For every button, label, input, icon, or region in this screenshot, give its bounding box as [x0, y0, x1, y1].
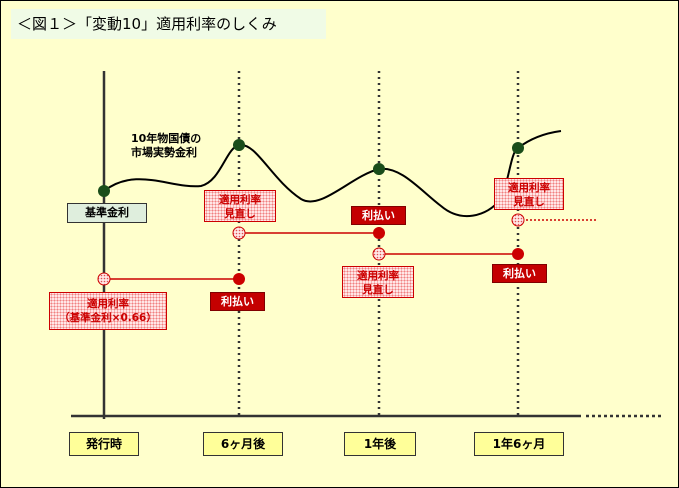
market-rate-label: 10年物国債の 市場実勢金利 — [131, 132, 201, 160]
market-point-1y — [373, 163, 385, 175]
payment-point-18m — [512, 248, 524, 260]
payment-point-1y — [373, 227, 385, 239]
payment-box-1y: 利払い — [351, 206, 406, 225]
market-point-issue — [98, 185, 110, 197]
payment-box-6m: 利払い — [210, 292, 265, 311]
timeline-1y: 1年後 — [344, 432, 416, 456]
review-box-6m-line2: 見直し — [224, 208, 256, 220]
applied-rate-formula: （基準金利×0.66） — [59, 312, 157, 324]
market-rate-label-line2: 市場実勢金利 — [131, 146, 197, 159]
review-box-6m-line1: 適用利率 — [219, 194, 261, 206]
base-rate-box: 基準金利 — [67, 203, 147, 223]
review-point-1y — [372, 247, 386, 261]
review-box-1y-line2: 見直し — [362, 284, 394, 296]
review-box-6m: 適用利率 見直し — [204, 190, 276, 222]
review-box-18m-line2: 見直し — [513, 196, 545, 208]
market-point-18m — [512, 142, 524, 154]
review-box-1y-line1: 適用利率 — [357, 270, 399, 282]
market-point-6m — [233, 139, 245, 151]
timeline-issue: 発行時 — [69, 432, 139, 456]
payment-box-18m: 利払い — [492, 264, 547, 283]
diagram-title: ＜図１＞「変動10」適用利率のしくみ — [11, 9, 326, 39]
review-point-6m — [232, 226, 246, 240]
timeline-6m: 6ヶ月後 — [203, 432, 283, 456]
review-box-18m: 適用利率 見直し — [494, 178, 564, 210]
review-box-18m-line1: 適用利率 — [508, 182, 550, 194]
timeline-18m: 1年6ヶ月 — [474, 432, 564, 456]
payment-point-6m — [233, 273, 245, 285]
review-box-1y: 適用利率 見直し — [342, 266, 414, 298]
review-point-18m — [511, 213, 525, 227]
applied-rate-box: 適用利率 （基準金利×0.66） — [49, 292, 167, 330]
review-point-issue — [97, 272, 111, 286]
market-rate-label-line1: 10年物国債の — [131, 132, 202, 145]
applied-rate-label: 適用利率 — [87, 298, 129, 310]
market-rate-curve — [103, 130, 562, 218]
